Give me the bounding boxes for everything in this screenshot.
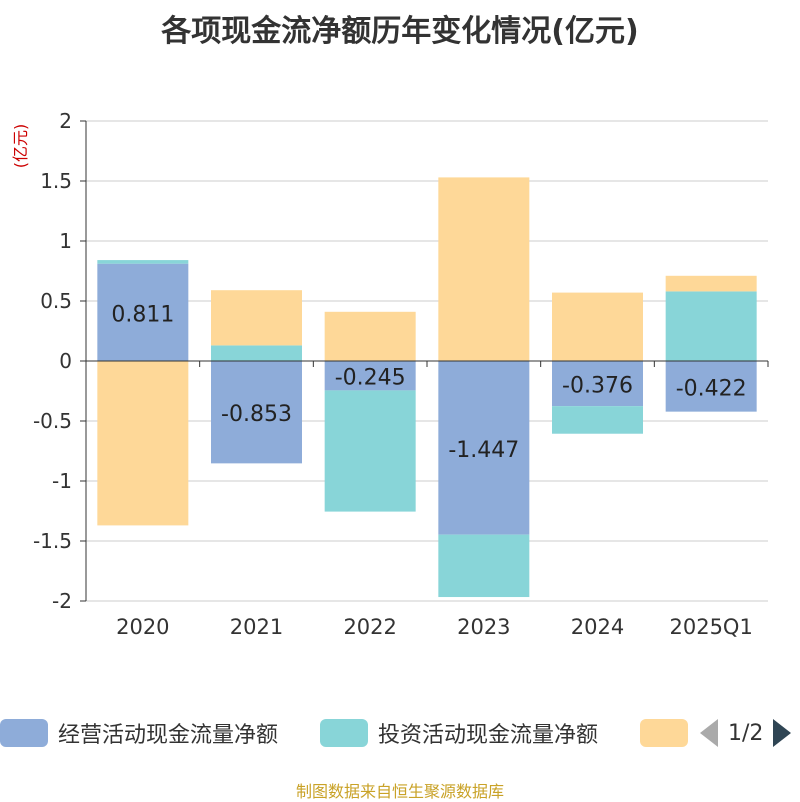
y-tick-label: -0.5: [33, 409, 72, 433]
legend-page-indicator: 1/2: [728, 720, 764, 746]
bar-investing-2022: [324, 390, 416, 512]
y-tick-label: 1: [59, 229, 72, 253]
legend-pager: 1/2: [700, 718, 792, 748]
legend-swatch-investing: [320, 719, 368, 747]
legend-prev-icon[interactable]: [700, 719, 718, 747]
bar-chart: 2 1.5 1 0.5 0 -0.5 -1 -1.5 -2 (亿元) 2020 2021 2022 202…: [11, 109, 769, 639]
y-tick-label: 0.5: [40, 289, 72, 313]
y-tick-label: 2: [59, 109, 72, 133]
x-tick-label: 2021: [230, 615, 283, 639]
data-label: -0.376: [562, 374, 633, 399]
bar-investing-2020: [97, 260, 189, 264]
data-label: -0.245: [335, 366, 406, 391]
x-tick-label: 2020: [116, 615, 169, 639]
legend-swatch-financing: [640, 719, 688, 747]
bar-financing-2021: [211, 290, 302, 346]
bar-investing-2024: [552, 406, 643, 434]
y-tick-label: 1.5: [40, 169, 72, 193]
data-source: 制图数据来自恒生聚源数据库: [295, 782, 504, 801]
x-tick-label: 2024: [571, 615, 624, 639]
x-tick-label: 2023: [457, 615, 510, 639]
chart-title: 各项现金流净额历年变化情况(亿元): [161, 14, 639, 49]
bar-investing-2021: [211, 345, 302, 361]
y-axis-label: (亿元): [11, 124, 30, 169]
bar-operating-2021: [211, 361, 302, 464]
bar-operating-2022: [324, 361, 416, 391]
data-label: -0.853: [221, 402, 292, 427]
legend: 经营活动现金流量净额 投资活动现金流量净额 1/2: [0, 712, 800, 756]
y-tick-label: -2: [52, 589, 72, 613]
bar-operating-2024: [552, 361, 643, 407]
bar-financing-2020: [97, 361, 189, 526]
bar-operating-2020: [97, 263, 189, 361]
legend-item-operating[interactable]: 经营活动现金流量净额: [0, 718, 278, 748]
bar-investing-2025Q1: [665, 291, 757, 361]
x-tick-label: 2025Q1: [669, 615, 752, 639]
bar-financing-2024: [552, 292, 643, 361]
data-label: -0.422: [676, 376, 747, 401]
legend-swatch-operating: [0, 719, 48, 747]
bar-financing-2025Q1: [665, 275, 757, 292]
y-tick-label: -1.5: [33, 529, 72, 553]
data-label: 0.811: [111, 302, 174, 327]
bar-operating-2025Q1: [665, 361, 757, 412]
bar-operating-2023: [438, 361, 530, 535]
legend-item-investing[interactable]: 投资活动现金流量净额: [320, 718, 598, 748]
x-tick-label: 2022: [343, 615, 396, 639]
legend-item-financing[interactable]: [640, 718, 698, 748]
legend-label-investing: 投资活动现金流量净额: [378, 723, 599, 748]
legend-label-operating: 经营活动现金流量净额: [58, 723, 279, 748]
data-label: -1.447: [448, 438, 519, 463]
legend-next-icon[interactable]: [773, 719, 792, 747]
bar-financing-2022: [324, 311, 416, 361]
y-tick-label: -1: [52, 469, 72, 493]
bar-investing-2023: [438, 534, 530, 598]
bar-financing-2023: [438, 177, 530, 361]
y-tick-label: 0: [59, 349, 72, 373]
